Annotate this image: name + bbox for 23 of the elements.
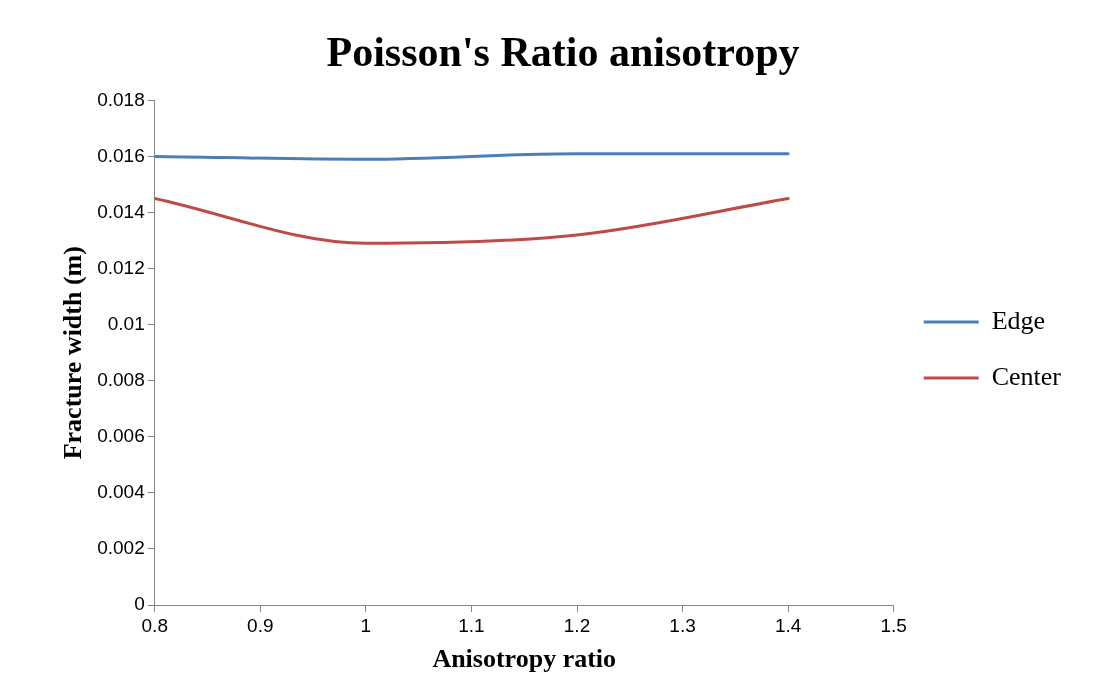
- x-tick-label: 1.5: [880, 614, 907, 636]
- y-tick-label: 0.018: [97, 88, 145, 110]
- y-axis-title: Fracture width (m): [58, 246, 88, 460]
- y-tick-label: 0.014: [97, 200, 146, 222]
- legend-label: Center: [991, 361, 1062, 391]
- y-tick-label: 0: [134, 593, 145, 615]
- x-tick-label: 0.9: [247, 614, 274, 636]
- x-tick-label: 0.8: [141, 614, 168, 636]
- x-tick-label: 1.2: [563, 614, 591, 636]
- x-tick-label: 1: [360, 614, 372, 636]
- x-tick-label: 1.1: [458, 614, 485, 636]
- x-axis-title: Anisotropy ratio: [432, 644, 617, 674]
- y-tick-label: 0.002: [97, 537, 145, 559]
- y-tick-label: 0.016: [97, 144, 145, 166]
- y-tick-label: 0.01: [107, 312, 145, 334]
- chart-title: Poisson's Ratio anisotropy: [326, 29, 800, 76]
- legend-label: Edge: [991, 305, 1046, 335]
- y-tick-label: 0.006: [97, 425, 145, 447]
- x-tick-label: 1.3: [669, 614, 696, 636]
- x-tick-label: 1.4: [774, 614, 802, 636]
- y-tick-label: 0.012: [97, 256, 145, 278]
- y-tick-label: 0.004: [97, 481, 146, 503]
- y-tick-label: 0.008: [97, 368, 145, 390]
